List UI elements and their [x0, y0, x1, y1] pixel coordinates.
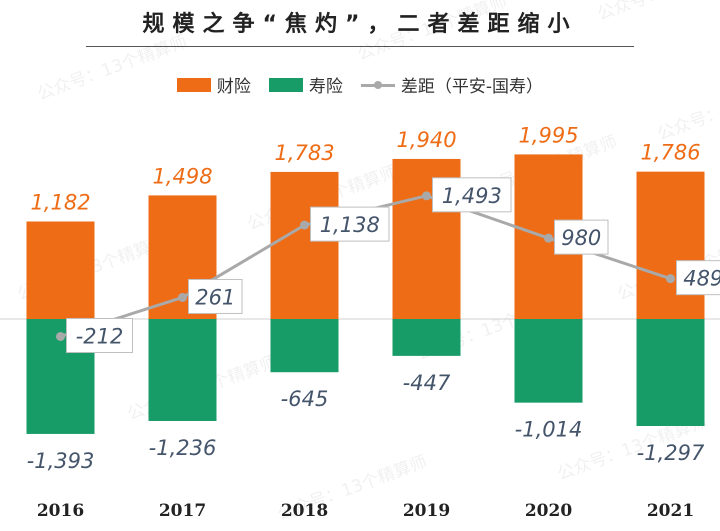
data-label-property: 1,182: [30, 190, 90, 214]
bar-life: [270, 319, 339, 373]
title-underline: [86, 46, 634, 47]
bar-life: [148, 319, 217, 421]
watermark-text: 公众号：13个精算师: [35, 32, 190, 105]
data-label-property: 1,786: [640, 141, 700, 165]
legend-label-life: 寿险: [308, 77, 343, 97]
data-label-box-gap: [188, 278, 243, 314]
data-label-life: -645: [281, 387, 329, 411]
bar-life: [636, 319, 705, 427]
data-label-box-gap: [66, 317, 133, 353]
point-gap: [56, 331, 65, 341]
x-tick-label: 2019: [403, 501, 450, 521]
data-label-life: -447: [403, 371, 451, 395]
legend-swatch-property: [176, 77, 211, 92]
data-label-gap: 261: [195, 285, 235, 309]
bar-property: [636, 171, 705, 319]
data-label-box-gap: [310, 206, 390, 242]
legend-item-life: 寿险: [268, 72, 343, 97]
data-label-box-gap: [554, 219, 609, 255]
legend-label-property: 财险: [216, 77, 251, 97]
chart-title: 规模之争“焦灼”，二者差距缩小: [142, 12, 578, 37]
point-gap: [178, 292, 187, 302]
legend-label-gap: 差距（平安-国寿）: [400, 77, 544, 97]
legend-item-property: 财险: [176, 72, 251, 97]
data-label-property: 1,940: [396, 128, 456, 152]
x-tick-label: 2021: [647, 501, 694, 521]
watermark-text: 公众号：13个精算师: [355, 0, 510, 65]
watermark-text: 公众号：13个精算师: [595, 0, 720, 25]
data-label-life: -1,297: [637, 441, 705, 465]
data-label-gap: -212: [76, 324, 124, 348]
data-label-gap: 489: [683, 267, 720, 291]
data-label-gap: 980: [561, 226, 601, 250]
legend-swatch-life: [268, 77, 303, 92]
data-label-property: 1,498: [152, 164, 212, 188]
data-label-box-gap: [676, 260, 720, 296]
legend-swatch-gap: [360, 78, 395, 92]
data-label-gap: 1,138: [320, 213, 380, 237]
data-label-property: 1,995: [518, 123, 578, 147]
bar-property: [26, 221, 95, 319]
bar-life: [514, 319, 583, 403]
x-tick-label: 2017: [159, 501, 206, 521]
x-tick-label: 2018: [281, 501, 328, 521]
data-label-gap: 1,493: [442, 184, 502, 208]
legend: 财险 寿险 差距（平安-国寿）: [0, 72, 720, 97]
watermark-text: 公众号：13个精算师: [655, 72, 720, 145]
data-label-life: -1,393: [27, 449, 95, 473]
data-label-life: -1,236: [149, 436, 217, 460]
point-gap: [544, 233, 553, 243]
legend-item-gap: 差距（平安-国寿）: [360, 72, 544, 97]
x-tick-label: 2020: [525, 501, 572, 521]
point-gap: [300, 220, 309, 230]
bar-life: [392, 319, 461, 356]
point-gap: [666, 274, 675, 284]
x-tick-label: 2016: [37, 501, 84, 521]
data-label-life: -1,014: [515, 418, 583, 442]
data-label-property: 1,783: [274, 141, 334, 165]
bar-property: [270, 171, 339, 319]
data-label-box-gap: [432, 177, 512, 213]
point-gap: [422, 191, 431, 201]
